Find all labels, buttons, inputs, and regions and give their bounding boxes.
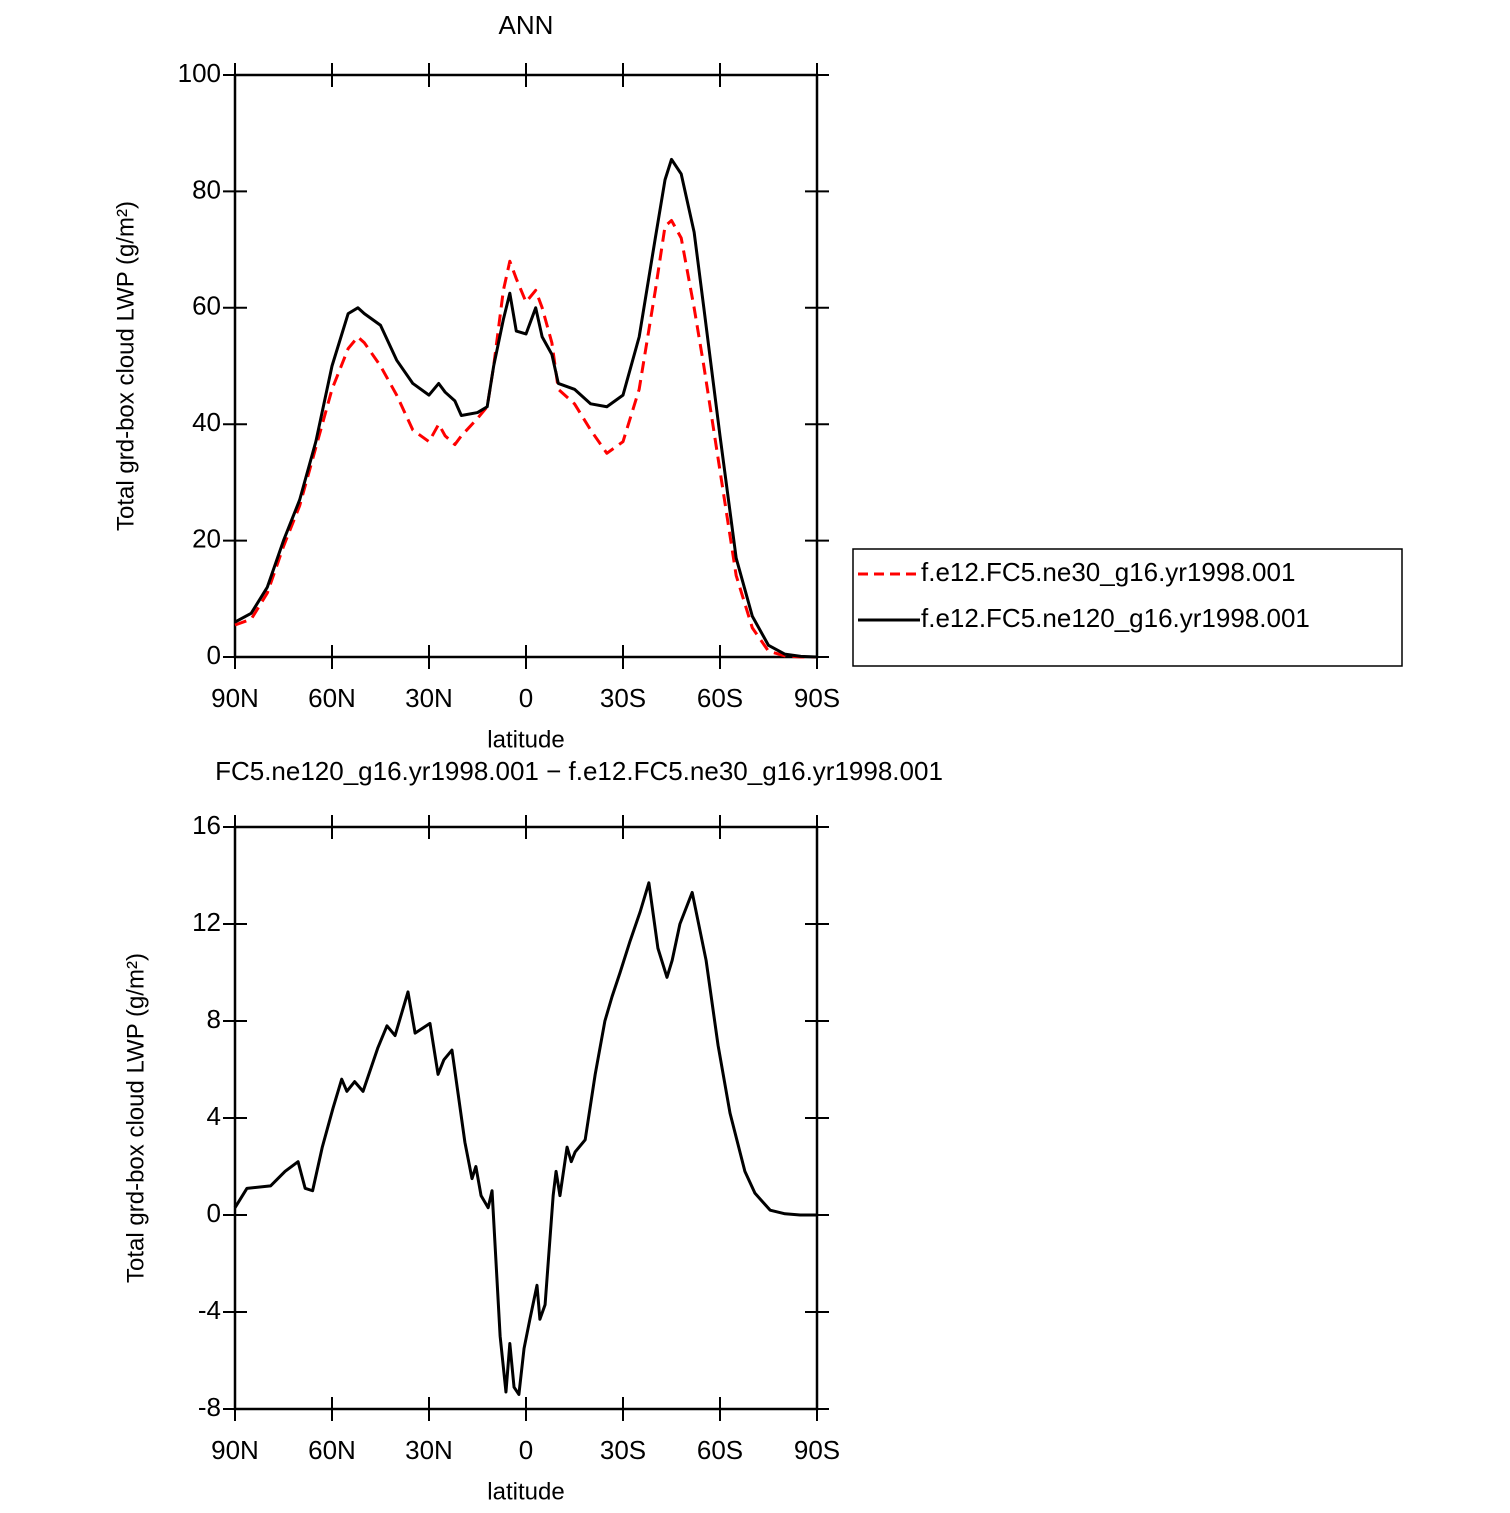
y-axis-label: Total grd-box cloud LWP (g/m²) [122,953,149,1283]
x-tick-label: 30N [405,683,453,713]
y-tick-label: 80 [192,174,221,204]
y-tick-label: 100 [178,58,221,88]
x-tick-label: 90S [794,1435,840,1465]
y-tick-label: 0 [207,1198,221,1228]
x-tick-label: 60S [697,1435,743,1465]
plot-frame [233,825,819,1411]
x-tick-label: 0 [519,1435,533,1465]
x-tick-label: 90S [794,683,840,713]
y-tick-label: 60 [192,291,221,321]
x-tick-label: 90N [211,683,259,713]
x-tick-label: 0 [519,683,533,713]
x-tick-label: 30S [600,1435,646,1465]
y-tick-label: 40 [192,407,221,437]
legend-label: f.e12.FC5.ne30_g16.yr1998.001 [921,557,1295,587]
x-axis-label: latitude [487,726,564,753]
data-line [233,881,817,1396]
legend-label: f.e12.FC5.ne120_g16.yr1998.001 [921,603,1310,633]
y-tick-label: 4 [207,1101,221,1131]
y-tick-label: 16 [192,810,221,840]
y-tick-label: 8 [207,1004,221,1034]
y-tick-label: -4 [198,1295,221,1325]
x-tick-label: 60N [308,1435,356,1465]
y-tick-label: 20 [192,523,221,553]
x-axis-label: latitude [487,1478,564,1505]
x-tick-label: 60S [697,683,743,713]
y-tick-label: 12 [192,907,221,937]
chart-title: FC5.ne120_g16.yr1998.001 − f.e12.FC5.ne3… [215,756,943,786]
x-tick-label: 90N [211,1435,259,1465]
legend-box [852,548,1403,667]
y-tick-label: -8 [198,1392,221,1422]
data-line [234,157,818,659]
y-tick-label: 0 [207,640,221,670]
data-line [234,219,817,659]
y-axis-label: Total grd-box cloud LWP (g/m²) [112,201,139,531]
chart-title: ANN [499,10,554,40]
x-tick-label: 60N [308,683,356,713]
x-tick-label: 30S [600,683,646,713]
plot-frame [233,73,819,659]
x-tick-label: 30N [405,1435,453,1465]
